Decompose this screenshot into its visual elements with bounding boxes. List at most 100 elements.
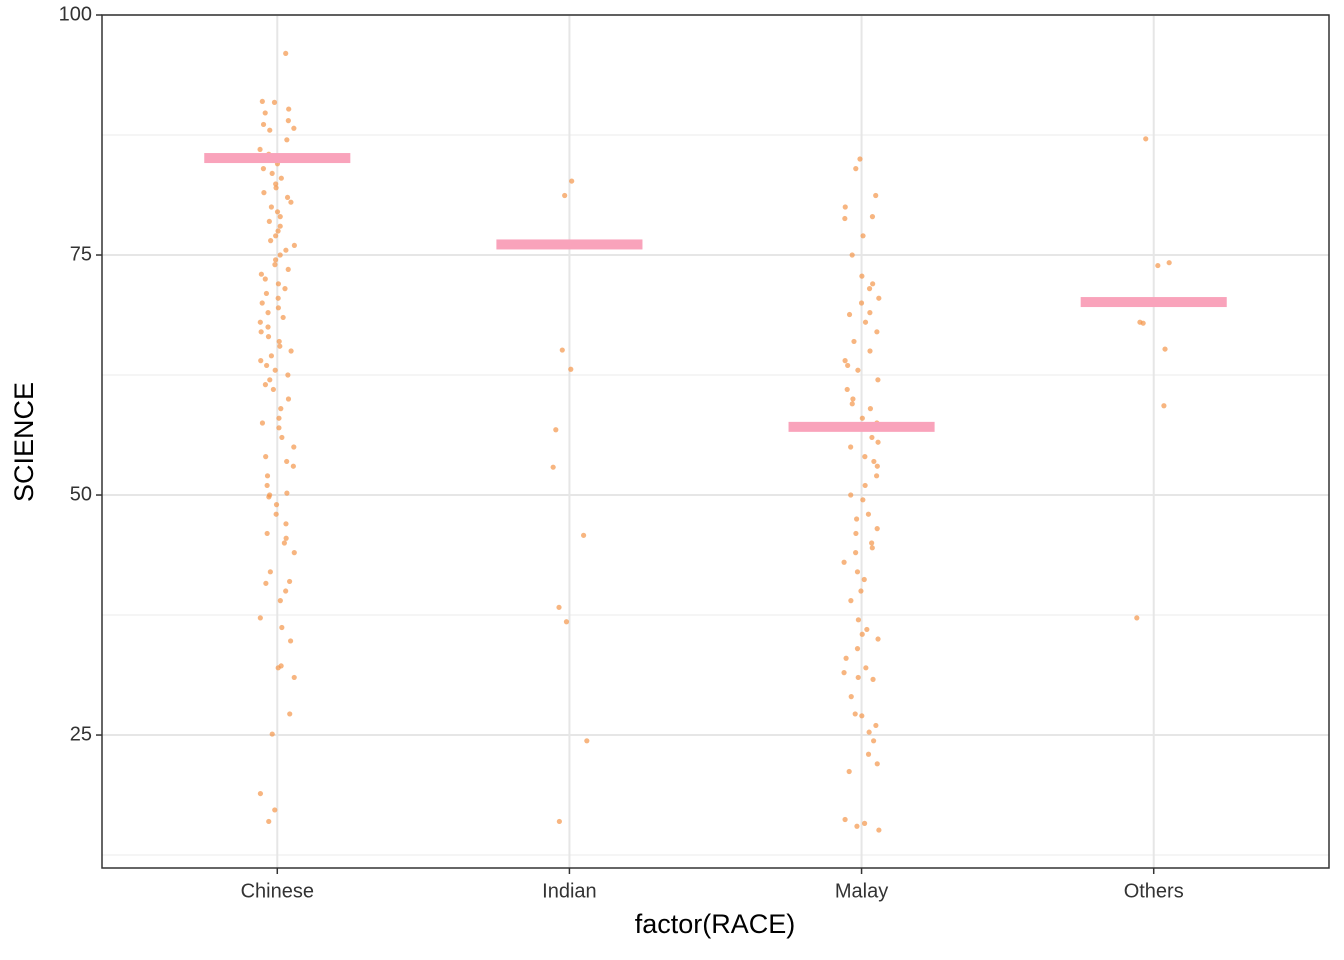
point bbox=[273, 502, 280, 508]
point bbox=[863, 665, 869, 671]
point bbox=[842, 816, 848, 823]
point bbox=[278, 175, 284, 181]
point bbox=[263, 290, 270, 297]
point bbox=[265, 334, 272, 340]
point bbox=[861, 820, 868, 826]
point bbox=[862, 454, 868, 460]
point bbox=[281, 540, 287, 546]
point bbox=[850, 396, 856, 402]
point bbox=[285, 396, 292, 402]
point bbox=[855, 674, 861, 681]
point bbox=[859, 415, 865, 421]
point bbox=[270, 386, 276, 393]
point bbox=[265, 310, 271, 316]
point bbox=[283, 247, 289, 253]
y-tick-label: 25 bbox=[70, 723, 92, 745]
point bbox=[275, 228, 281, 234]
point bbox=[559, 347, 565, 353]
point bbox=[568, 366, 574, 372]
point bbox=[849, 401, 855, 407]
point bbox=[869, 214, 876, 220]
point bbox=[262, 382, 269, 388]
point bbox=[875, 439, 881, 445]
x-tick-label: Malay bbox=[835, 880, 888, 902]
point bbox=[876, 295, 882, 301]
point bbox=[263, 580, 269, 586]
point bbox=[277, 343, 283, 349]
point bbox=[848, 444, 854, 450]
point bbox=[261, 190, 267, 196]
point bbox=[874, 463, 880, 469]
point bbox=[283, 588, 289, 594]
point bbox=[266, 818, 272, 825]
point bbox=[260, 121, 267, 128]
point bbox=[867, 310, 873, 316]
point bbox=[275, 281, 281, 287]
point bbox=[286, 106, 292, 112]
point bbox=[268, 204, 274, 210]
x-tick-label: Indian bbox=[542, 880, 597, 902]
mean-bar bbox=[788, 421, 935, 432]
point bbox=[876, 827, 882, 833]
point bbox=[853, 166, 859, 172]
point bbox=[848, 598, 854, 604]
point bbox=[282, 286, 288, 292]
point bbox=[287, 638, 294, 644]
point bbox=[264, 362, 270, 369]
point bbox=[875, 377, 881, 383]
point bbox=[865, 751, 872, 757]
point bbox=[842, 215, 848, 222]
point bbox=[865, 511, 872, 517]
point bbox=[268, 353, 275, 359]
point bbox=[278, 406, 284, 412]
point bbox=[550, 464, 556, 470]
point bbox=[859, 713, 865, 719]
mean-bar bbox=[1080, 297, 1227, 308]
point bbox=[284, 194, 291, 201]
y-axis-title: SCIENCE bbox=[9, 382, 39, 502]
point bbox=[874, 526, 880, 532]
point bbox=[869, 434, 875, 441]
point bbox=[259, 98, 265, 105]
point bbox=[273, 233, 279, 239]
point bbox=[1155, 262, 1161, 269]
point bbox=[272, 807, 278, 813]
point bbox=[288, 348, 294, 354]
point bbox=[859, 631, 865, 637]
point bbox=[284, 137, 290, 143]
point bbox=[268, 238, 274, 244]
point bbox=[273, 511, 279, 517]
point bbox=[291, 550, 297, 556]
point bbox=[870, 676, 876, 682]
point bbox=[260, 166, 267, 172]
point bbox=[1161, 403, 1167, 409]
point bbox=[279, 434, 285, 441]
point bbox=[852, 711, 858, 717]
point bbox=[277, 598, 283, 604]
point bbox=[562, 192, 568, 199]
point bbox=[290, 463, 296, 469]
point bbox=[277, 223, 283, 229]
point bbox=[291, 674, 297, 681]
point bbox=[283, 50, 289, 57]
point bbox=[1166, 260, 1172, 266]
point bbox=[267, 377, 273, 383]
point bbox=[269, 170, 275, 177]
point bbox=[848, 694, 854, 700]
point bbox=[257, 146, 263, 153]
point bbox=[842, 358, 848, 364]
point bbox=[284, 458, 290, 465]
point bbox=[257, 615, 263, 621]
point bbox=[271, 99, 278, 105]
point bbox=[854, 823, 860, 829]
point bbox=[279, 624, 285, 631]
point bbox=[259, 300, 265, 306]
point bbox=[1140, 320, 1146, 326]
point bbox=[858, 588, 864, 594]
point bbox=[854, 516, 860, 522]
point bbox=[556, 604, 562, 610]
y-tick-label: 75 bbox=[70, 243, 92, 265]
point bbox=[858, 300, 865, 306]
point bbox=[584, 738, 590, 744]
